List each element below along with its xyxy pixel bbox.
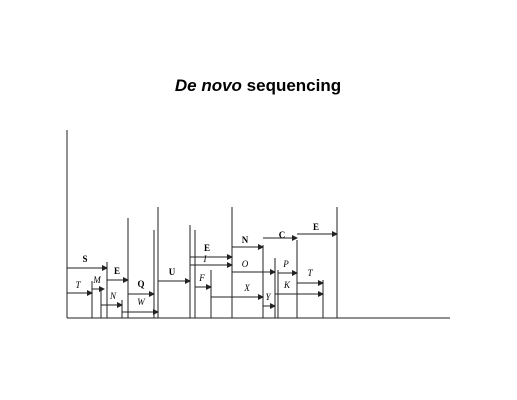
residue-label: I	[203, 254, 208, 264]
residue-label: O	[242, 259, 249, 269]
residue-label: S	[82, 254, 87, 264]
residue-label: M	[92, 275, 101, 285]
residue-label: X	[243, 283, 250, 293]
title: De novo sequencing	[175, 76, 341, 95]
residue-label: N	[109, 291, 117, 301]
residue-label: N	[242, 235, 249, 245]
residue-label: E	[114, 266, 120, 276]
residue-label: E	[313, 222, 319, 232]
residue-label: T	[75, 280, 81, 290]
residue-label: U	[169, 267, 176, 277]
residue-label: Y	[265, 292, 271, 302]
residue-label: T	[307, 268, 313, 278]
peaks	[91, 207, 338, 318]
residue-label: W	[137, 297, 146, 307]
title-italic: De novo	[175, 76, 242, 95]
title-bold: sequencing	[247, 76, 341, 95]
residue-label: C	[279, 230, 286, 240]
residue-label: F	[198, 273, 205, 283]
residue-label: E	[204, 243, 210, 253]
residue-label: K	[283, 280, 291, 290]
residue-label: Q	[137, 279, 144, 289]
residue-label: P	[282, 259, 289, 269]
